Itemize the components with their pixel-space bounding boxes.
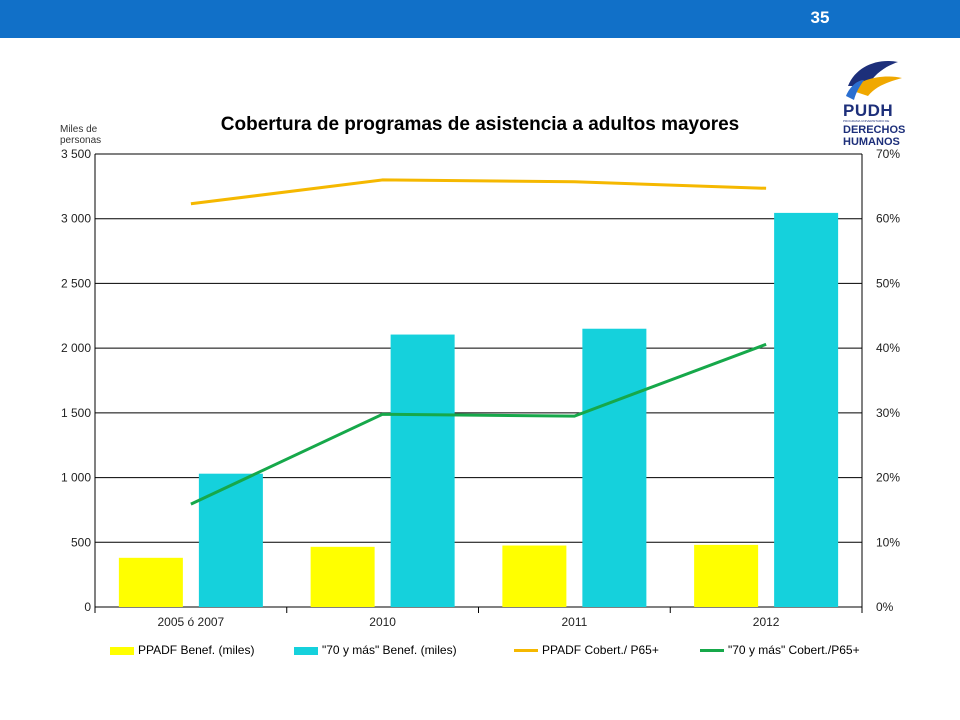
legend-label: "70 y más" Cobert./P65+ (728, 643, 860, 657)
chart-legend: PPADF Benef. (miles) "70 y más" Benef. (m… (110, 643, 870, 659)
legend-item: PPADF Cobert./ P65+ (514, 643, 659, 657)
chart-title: Cobertura de programas de asistencia a a… (220, 114, 740, 135)
y-tick-label: 500 (71, 535, 91, 549)
y2-tick-label: 70% (876, 147, 900, 161)
legend-swatch-icon (700, 649, 724, 653)
legend-item: "70 y más" Cobert./P65+ (700, 643, 860, 657)
y-tick-label: 1 000 (61, 471, 91, 485)
bar-ppadf (502, 545, 567, 607)
y-tick-label: 2 500 (61, 276, 91, 290)
y2-tick-label: 0% (876, 600, 894, 614)
y-axis-unit-label: Miles de personas (60, 124, 102, 146)
logo-line-derechos: DERECHOS (843, 124, 906, 136)
legend-swatch-icon (294, 646, 318, 655)
x-tick-label: 2010 (369, 615, 396, 629)
y2-tick-label: 60% (876, 212, 900, 226)
y2-tick-label: 30% (876, 406, 900, 420)
y2-tick-label: 50% (876, 276, 900, 290)
top-banner (0, 0, 960, 38)
y2-tick-label: 40% (876, 341, 900, 355)
legend-item: PPADF Benef. (miles) (110, 643, 254, 657)
logo-title: PUDH (843, 101, 894, 120)
bar-70-y-mas (198, 473, 263, 607)
line-series-70-y-mas (190, 342, 767, 506)
legend-item: "70 y más" Benef. (miles) (294, 643, 457, 657)
y-tick-label: 3 000 (61, 212, 91, 226)
y-tick-label: 1 500 (61, 406, 91, 420)
legend-label: PPADF Benef. (miles) (138, 643, 255, 657)
y2-tick-label: 20% (876, 471, 900, 485)
logo-line-humanos: HUMANOS (843, 136, 900, 148)
bar-70-y-mas (774, 212, 839, 607)
legend-swatch-icon (110, 646, 134, 655)
y2-tick-label: 10% (876, 535, 900, 549)
bar-ppadf (310, 546, 375, 607)
y-tick-label: 0 (84, 600, 91, 614)
bar-70-y-mas (390, 334, 455, 607)
pudh-logo-icon (846, 61, 902, 100)
x-tick-label: 2011 (561, 615, 587, 629)
y-tick-label: 3 500 (61, 147, 91, 161)
bar-70-y-mas (582, 328, 647, 607)
line-series-ppadf (190, 178, 767, 206)
page-number: 35 (810, 8, 830, 27)
y-tick-label: 2 000 (61, 341, 91, 355)
legend-label: "70 y más" Benef. (miles) (322, 643, 457, 657)
legend-label: PPADF Cobert./ P65+ (542, 643, 659, 657)
bar-ppadf (694, 544, 759, 607)
x-tick-label: 2005 ó 2007 (158, 615, 225, 629)
logo-subtitle: PROGRAMA UNIVERSITARIO DE (843, 119, 890, 123)
legend-swatch-icon (514, 649, 538, 653)
bar-ppadf (118, 557, 183, 607)
x-tick-label: 2012 (753, 615, 780, 629)
